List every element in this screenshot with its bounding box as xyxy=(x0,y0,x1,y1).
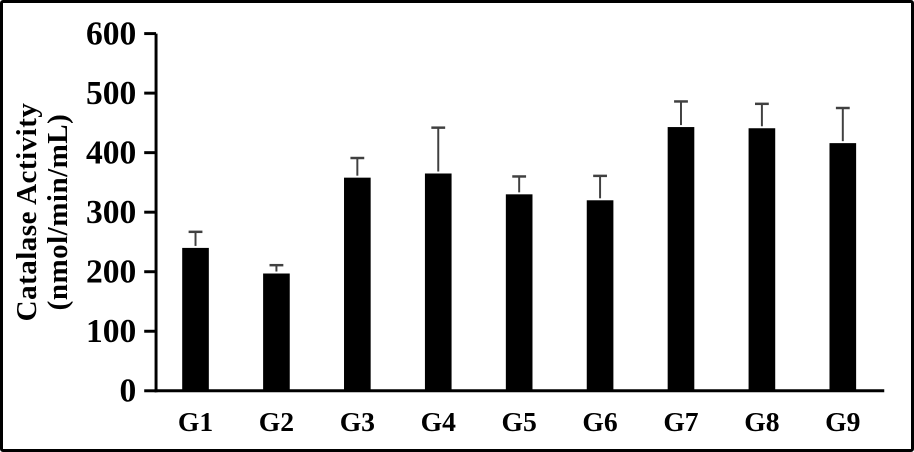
x-category-label: G7 xyxy=(663,406,698,437)
y-tick-label: 100 xyxy=(86,313,136,350)
bar-g4 xyxy=(424,173,452,391)
y-tick-label: 300 xyxy=(86,194,136,231)
x-category-label: G2 xyxy=(259,406,294,437)
x-category-label: G1 xyxy=(178,406,213,437)
bar-g2 xyxy=(263,273,290,391)
y-tick-label: 200 xyxy=(86,254,136,291)
x-category-label: G5 xyxy=(502,406,537,437)
bar-g1 xyxy=(182,247,209,391)
y-tick-label: 500 xyxy=(86,75,136,112)
x-category-label: G9 xyxy=(825,406,860,437)
bar-g3 xyxy=(344,177,371,391)
x-category-label: G4 xyxy=(421,406,456,437)
bar-g7 xyxy=(667,127,695,391)
bar-g8 xyxy=(748,128,776,391)
y-axis-title-line2: (nmol/min/mL) xyxy=(42,113,74,311)
bar-chart: 0 100 200 300 400 500 600 G1 G2 G3 G4 G5 G6 G7 G8 G9 xyxy=(86,15,885,437)
y-tick-label: 400 xyxy=(86,135,136,172)
y-axis-title-line1: Catalase Activity xyxy=(11,102,43,322)
y-tick-label: 0 xyxy=(120,373,137,410)
bar-g9 xyxy=(829,143,857,391)
x-category-label: G8 xyxy=(744,406,779,437)
y-axis-title: Catalase Activity (nmol/min/mL) xyxy=(11,3,74,422)
x-category-label: G6 xyxy=(582,406,617,437)
x-category-label: G3 xyxy=(340,406,375,437)
y-tick-label: 600 xyxy=(86,15,136,52)
bar-g5 xyxy=(505,194,533,391)
bar-g6 xyxy=(586,200,614,391)
